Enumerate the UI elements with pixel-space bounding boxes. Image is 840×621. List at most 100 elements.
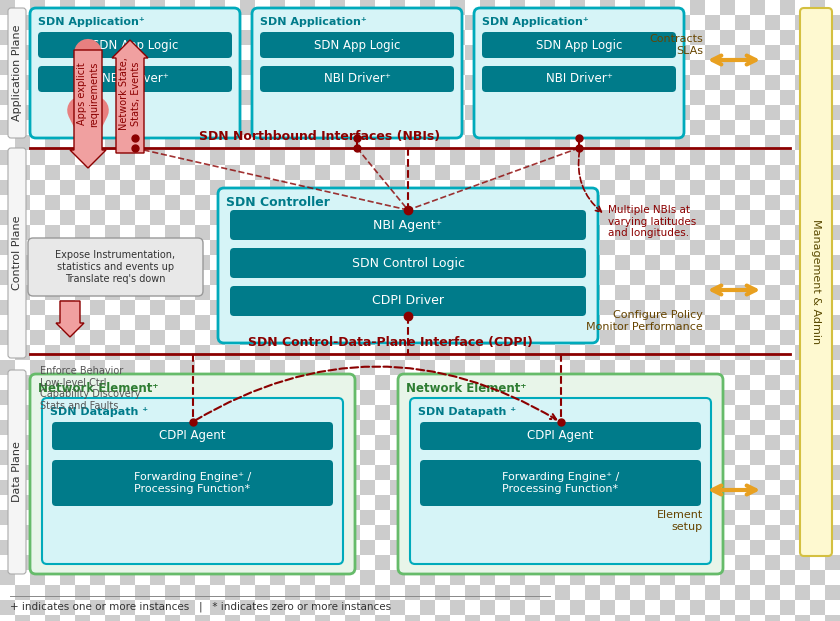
Bar	[690, 570, 705, 585]
Bar	[345, 90, 360, 105]
Bar	[360, 480, 375, 495]
Bar	[270, 285, 285, 300]
Bar	[645, 600, 660, 615]
Bar	[90, 525, 105, 540]
Bar	[45, 75, 60, 90]
Bar	[450, 300, 465, 315]
Bar	[165, 480, 180, 495]
Bar	[60, 45, 75, 60]
Bar	[720, 270, 735, 285]
Bar	[435, 585, 450, 600]
Bar	[465, 600, 480, 615]
Bar	[285, 15, 300, 30]
Bar	[375, 330, 390, 345]
Bar	[315, 420, 330, 435]
Bar	[510, 165, 525, 180]
Bar	[825, 570, 840, 585]
Bar	[360, 165, 375, 180]
Bar	[30, 60, 45, 75]
Bar	[390, 255, 405, 270]
Bar	[60, 180, 75, 195]
Bar	[465, 570, 480, 585]
Bar	[300, 330, 315, 345]
Bar	[315, 165, 330, 180]
Bar	[540, 195, 555, 210]
Bar	[45, 180, 60, 195]
Bar	[435, 210, 450, 225]
Bar	[255, 210, 270, 225]
Bar	[270, 450, 285, 465]
Bar	[360, 150, 375, 165]
Bar	[195, 405, 210, 420]
Bar	[255, 30, 270, 45]
Bar	[525, 330, 540, 345]
Bar	[375, 600, 390, 615]
Bar	[375, 510, 390, 525]
Bar	[555, 240, 570, 255]
Bar	[675, 405, 690, 420]
Bar	[510, 0, 525, 15]
Bar	[30, 450, 45, 465]
Bar	[240, 120, 255, 135]
Bar	[225, 480, 240, 495]
Bar	[360, 465, 375, 480]
Bar	[120, 330, 135, 345]
Bar	[480, 510, 495, 525]
Bar	[780, 255, 795, 270]
Text: NBI Driver⁺: NBI Driver⁺	[102, 73, 169, 86]
Bar	[210, 120, 225, 135]
Bar	[390, 510, 405, 525]
Bar	[270, 210, 285, 225]
Bar	[150, 555, 165, 570]
Bar	[615, 510, 630, 525]
Bar	[135, 315, 150, 330]
Bar	[660, 240, 675, 255]
Bar	[15, 615, 30, 621]
Bar	[675, 585, 690, 600]
Bar	[240, 60, 255, 75]
Bar	[690, 240, 705, 255]
Bar	[585, 165, 600, 180]
Bar	[30, 30, 45, 45]
Bar	[105, 510, 120, 525]
Bar	[780, 375, 795, 390]
Bar	[540, 210, 555, 225]
Bar	[405, 555, 420, 570]
Bar	[255, 15, 270, 30]
Bar	[240, 405, 255, 420]
Bar	[240, 615, 255, 621]
Bar	[495, 240, 510, 255]
FancyBboxPatch shape	[52, 422, 333, 450]
Bar	[405, 435, 420, 450]
Bar	[735, 570, 750, 585]
Bar	[735, 435, 750, 450]
Bar	[480, 45, 495, 60]
Bar	[105, 90, 120, 105]
Bar	[450, 540, 465, 555]
Bar	[285, 525, 300, 540]
Bar	[480, 615, 495, 621]
Bar	[255, 435, 270, 450]
Bar	[510, 540, 525, 555]
Bar	[495, 60, 510, 75]
Bar	[660, 600, 675, 615]
Bar	[810, 180, 825, 195]
Bar	[180, 420, 195, 435]
Bar	[600, 360, 615, 375]
Bar	[390, 600, 405, 615]
Bar	[390, 15, 405, 30]
Bar	[315, 345, 330, 360]
Bar	[705, 315, 720, 330]
Bar	[360, 105, 375, 120]
Bar	[300, 495, 315, 510]
Bar	[180, 195, 195, 210]
Bar	[120, 150, 135, 165]
Bar	[450, 375, 465, 390]
Bar	[795, 465, 810, 480]
Bar	[105, 390, 120, 405]
Bar	[105, 135, 120, 150]
Bar	[555, 180, 570, 195]
Bar	[675, 30, 690, 45]
Bar	[780, 465, 795, 480]
Text: Expose Instrumentation,
statistics and events up
Translate req's down: Expose Instrumentation, statistics and e…	[55, 250, 176, 284]
